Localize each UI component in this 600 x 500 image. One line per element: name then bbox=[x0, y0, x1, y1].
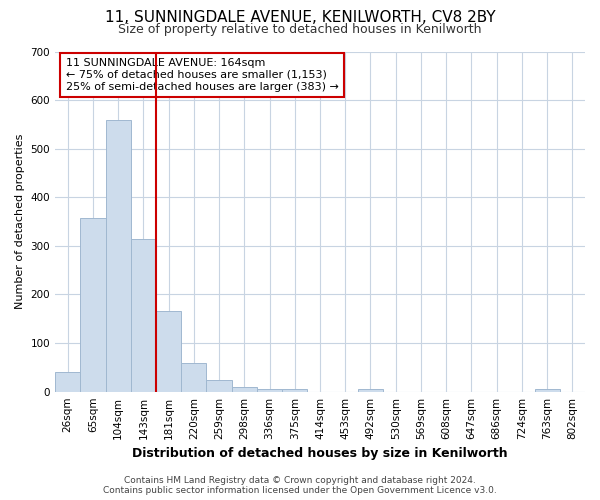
Y-axis label: Number of detached properties: Number of detached properties bbox=[15, 134, 25, 310]
Bar bbox=[55, 372, 80, 392]
Text: 11, SUNNINGDALE AVENUE, KENILWORTH, CV8 2BY: 11, SUNNINGDALE AVENUE, KENILWORTH, CV8 … bbox=[104, 10, 496, 25]
Bar bbox=[232, 387, 257, 392]
Bar bbox=[257, 389, 282, 392]
Text: 11 SUNNINGDALE AVENUE: 164sqm
← 75% of detached houses are smaller (1,153)
25% o: 11 SUNNINGDALE AVENUE: 164sqm ← 75% of d… bbox=[65, 58, 338, 92]
Bar bbox=[106, 120, 131, 392]
Bar bbox=[156, 312, 181, 392]
Bar bbox=[535, 390, 560, 392]
X-axis label: Distribution of detached houses by size in Kenilworth: Distribution of detached houses by size … bbox=[132, 447, 508, 460]
Bar bbox=[358, 390, 383, 392]
Bar bbox=[282, 390, 307, 392]
Bar bbox=[80, 218, 106, 392]
Bar bbox=[206, 380, 232, 392]
Text: Size of property relative to detached houses in Kenilworth: Size of property relative to detached ho… bbox=[118, 22, 482, 36]
Bar bbox=[181, 362, 206, 392]
Text: Contains HM Land Registry data © Crown copyright and database right 2024.
Contai: Contains HM Land Registry data © Crown c… bbox=[103, 476, 497, 495]
Bar bbox=[131, 238, 156, 392]
